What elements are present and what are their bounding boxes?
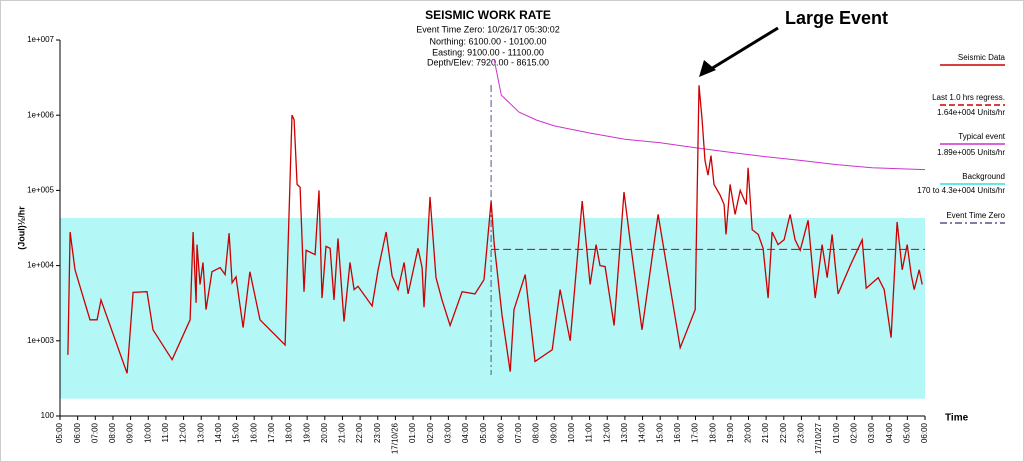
x-tick-label: 17/10/26	[391, 422, 400, 454]
x-tick-label: 17/10/27	[814, 422, 823, 454]
x-tick-label: 15:00	[655, 422, 664, 443]
x-tick-label: 21:00	[338, 422, 347, 443]
x-tick-label: 23:00	[797, 422, 806, 443]
header-line: Northing: 6100.00 - 10100.00	[429, 36, 546, 46]
header-line: Easting: 9100.00 - 11100.00	[432, 47, 544, 57]
legend-label: Event Time Zero	[946, 211, 1005, 220]
y-tick-label: 1e+007	[27, 35, 54, 44]
x-tick-label: 09:00	[126, 422, 135, 443]
x-tick-label: 22:00	[355, 422, 364, 443]
x-tick-label: 02:00	[849, 422, 858, 443]
x-tick-label: 18:00	[708, 422, 717, 443]
x-tick-label: 08:00	[108, 422, 117, 443]
y-tick-label: 100	[41, 411, 55, 420]
x-tick-label: 03:00	[443, 422, 452, 443]
y-tick-label: 1e+003	[27, 336, 54, 345]
typical-event-curve	[493, 60, 926, 171]
x-tick-label: 16:00	[249, 422, 258, 443]
x-tick-label: 19:00	[726, 422, 735, 443]
x-tick-label: 10:00	[143, 422, 152, 443]
y-tick-label: 1e+004	[27, 261, 54, 270]
x-tick-label: 16:00	[673, 422, 682, 443]
x-tick-label: 14:00	[638, 422, 647, 443]
arrow-head	[699, 60, 716, 77]
y-tick-label: 1e+006	[27, 110, 54, 119]
x-tick-label: 13:00	[196, 422, 205, 443]
y-axis-label: (Joul)½/hr	[16, 206, 26, 250]
annotation-arrow	[699, 26, 779, 77]
legend-label: Background	[962, 172, 1005, 181]
x-tick-label: 19:00	[302, 422, 311, 443]
x-tick-label: 12:00	[602, 422, 611, 443]
x-tick-label: 18:00	[285, 422, 294, 443]
x-tick-label: 07:00	[90, 422, 99, 443]
arrow-shaft	[705, 26, 779, 74]
legend-value: 170 to 4.3e+004 Units/hr	[917, 186, 1005, 195]
x-tick-label: 23:00	[373, 422, 382, 443]
seismic-data-line	[67, 85, 923, 374]
x-tick-label: 11:00	[161, 422, 170, 442]
legend-label: Last 1.0 hrs regress.	[932, 93, 1005, 102]
x-tick-label: 09:00	[549, 422, 558, 443]
x-tick-label: 10:00	[567, 422, 576, 443]
chart-title: SEISMIC WORK RATE	[425, 8, 551, 22]
x-axis-label: Time	[945, 413, 969, 424]
x-tick-label: 05:00	[55, 422, 64, 443]
annotation: Large Event	[785, 8, 888, 28]
x-tick-label: 13:00	[620, 422, 629, 443]
x-tick-label: 05:00	[479, 422, 488, 443]
x-tick-label: 02:00	[426, 422, 435, 443]
legend-value: 1.89e+005 Units/hr	[937, 148, 1005, 157]
x-tick-label: 21:00	[761, 422, 770, 443]
legend-value: 1.64e+004 Units/hr	[937, 108, 1005, 117]
header-line: Event Time Zero: 10/26/17 05:30:02	[416, 24, 560, 34]
background-band	[60, 217, 925, 399]
legend-label: Seismic Data	[958, 53, 1006, 62]
x-tick-label: 04:00	[461, 422, 470, 443]
x-tick-label: 06:00	[920, 422, 929, 443]
x-tick-label: 04:00	[885, 422, 894, 443]
x-tick-label: 01:00	[832, 422, 841, 443]
legend-label: Typical event	[958, 132, 1005, 141]
x-tick-label: 12:00	[179, 422, 188, 443]
x-tick-label: 05:00	[902, 422, 911, 443]
x-tick-label: 11:00	[585, 422, 594, 442]
x-tick-label: 06:00	[73, 422, 82, 443]
x-tick-label: 22:00	[779, 422, 788, 443]
x-tick-label: 17:00	[267, 422, 276, 443]
x-tick-label: 14:00	[214, 422, 223, 443]
x-tick-label: 03:00	[867, 422, 876, 443]
y-tick-label: 1e+005	[27, 186, 54, 195]
x-tick-label: 17:00	[691, 422, 700, 443]
x-tick-label: 07:00	[514, 422, 523, 443]
x-tick-label: 06:00	[496, 422, 505, 443]
x-tick-label: 08:00	[532, 422, 541, 443]
x-tick-label: 01:00	[408, 422, 417, 443]
x-tick-label: 20:00	[744, 422, 753, 443]
x-tick-label: 15:00	[232, 422, 241, 443]
x-tick-label: 20:00	[320, 422, 329, 443]
header-line: Depth/Elev: 7920.00 - 8615.00	[427, 57, 549, 67]
